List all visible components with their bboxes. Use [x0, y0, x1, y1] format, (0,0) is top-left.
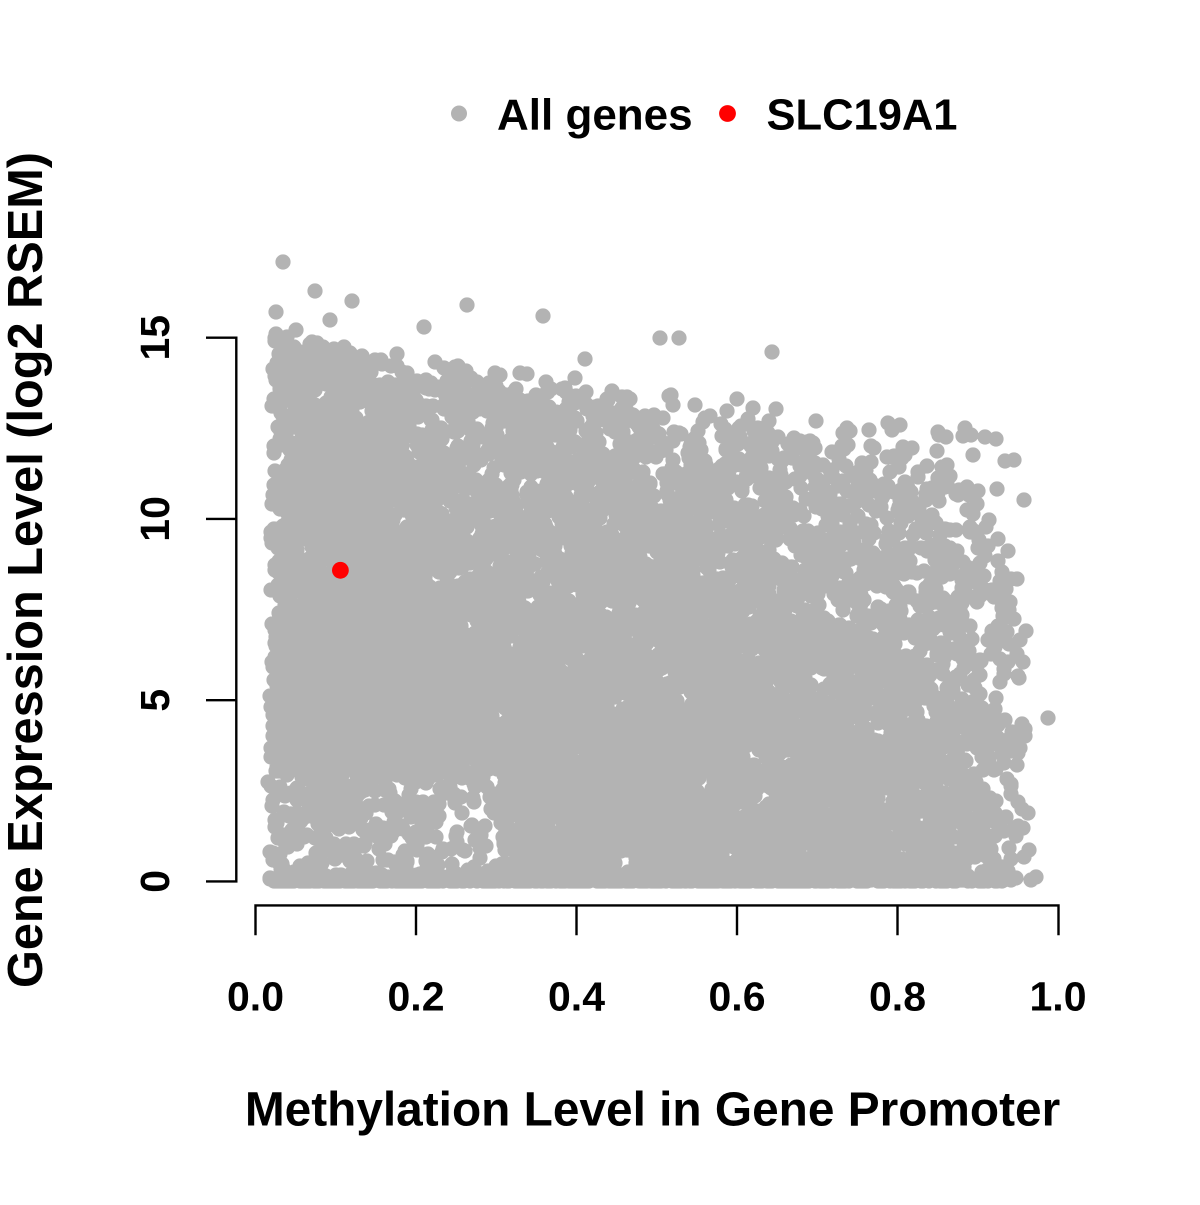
svg-text:0.4: 0.4: [548, 973, 605, 1019]
svg-text:15: 15: [132, 315, 178, 361]
svg-text:All genes: All genes: [497, 91, 693, 140]
svg-text:Gene Expression Level (log2 RS: Gene Expression Level (log2 RSEM): [0, 152, 53, 988]
svg-text:SLC19A1: SLC19A1: [767, 92, 958, 140]
svg-text:5: 5: [132, 689, 178, 712]
svg-text:0.8: 0.8: [869, 973, 926, 1019]
svg-text:0: 0: [132, 870, 178, 893]
svg-text:0.0: 0.0: [227, 973, 284, 1019]
svg-text:1.0: 1.0: [1030, 973, 1087, 1019]
svg-text:0.2: 0.2: [388, 973, 445, 1019]
svg-text:10: 10: [132, 496, 178, 542]
svg-text:0.6: 0.6: [709, 973, 766, 1019]
svg-text:Methylation Level in Gene Prom: Methylation Level in Gene Promoter: [245, 1084, 1060, 1137]
